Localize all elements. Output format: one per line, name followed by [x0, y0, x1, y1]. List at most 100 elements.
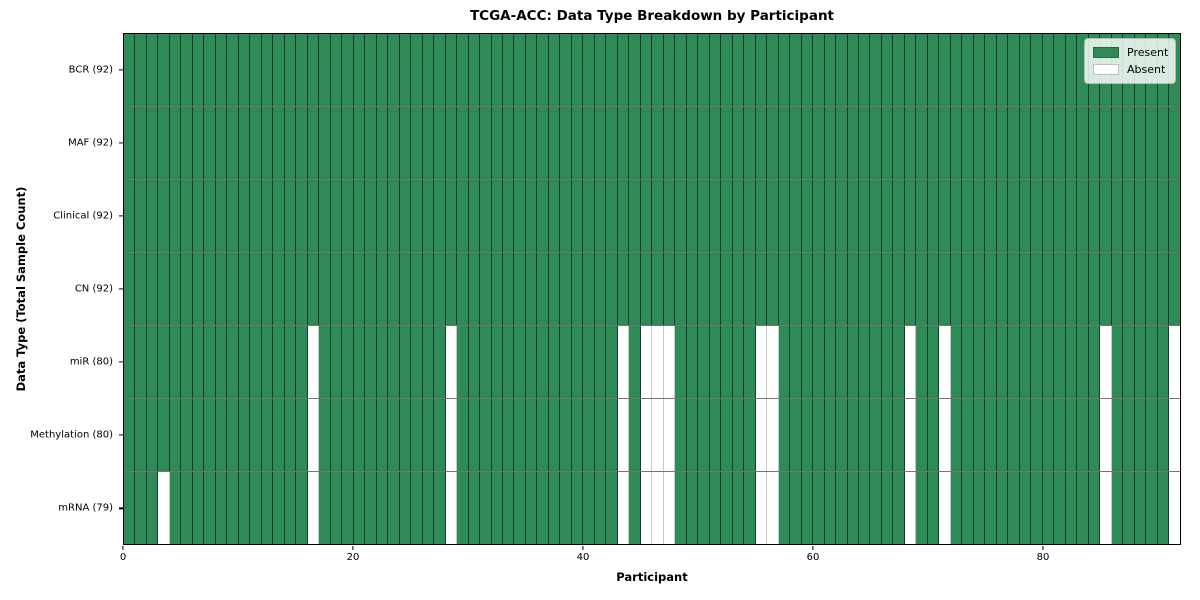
heatmap-cell: [629, 399, 641, 471]
heatmap-cell: [502, 253, 515, 325]
heatmap-cell: [548, 472, 561, 544]
heatmap-cell: [146, 253, 159, 325]
heatmap-cell: [480, 107, 492, 179]
heatmap-cell: [146, 180, 159, 252]
heatmap-cell: [376, 107, 389, 179]
heatmap-cell: [158, 399, 170, 471]
heatmap-cell: [158, 253, 170, 325]
heatmap-cell: [744, 34, 756, 106]
heatmap-cell: [606, 180, 618, 252]
heatmap-cell: [1111, 326, 1124, 398]
heatmap-cell: [1019, 472, 1032, 544]
heatmap-cell: [1008, 34, 1020, 106]
heatmap-cell: [916, 399, 928, 471]
heatmap-cell: [583, 107, 595, 179]
heatmap-cell: [778, 180, 791, 252]
heatmap-cell: [652, 326, 664, 398]
heatmap-cell: [1088, 107, 1101, 179]
legend-swatch-absent-icon: [1093, 64, 1119, 75]
heatmap-cell: [376, 399, 389, 471]
heatmap-cell: [1088, 180, 1101, 252]
heatmap-cell: [847, 472, 859, 544]
heatmap-cell: [192, 472, 205, 544]
heatmap-cell: [1065, 34, 1078, 106]
heatmap-cell: [548, 34, 561, 106]
heatmap-cell: [1065, 107, 1078, 179]
heatmap-cell: [652, 399, 664, 471]
heatmap-cell: [571, 472, 584, 544]
legend: Present Absent: [1084, 38, 1176, 84]
legend-item-present: Present: [1093, 44, 1169, 61]
heatmap-cell: [1054, 253, 1066, 325]
heatmap-cell: [1008, 399, 1020, 471]
heatmap-cell: [1008, 326, 1020, 398]
heatmap-cell: [1134, 326, 1147, 398]
heatmap-cell: [181, 326, 193, 398]
heatmap-cell: [1088, 472, 1101, 544]
heatmap-cell: [1065, 399, 1078, 471]
heatmap-cell: [721, 326, 733, 398]
heatmap-cell: [376, 326, 389, 398]
heatmap-cell: [514, 34, 526, 106]
heatmap-cell: [893, 253, 905, 325]
heatmap-cell: [617, 326, 630, 398]
heatmap-cell: [330, 107, 343, 179]
heatmap-cell: [686, 472, 699, 544]
heatmap-cell: [261, 326, 274, 398]
heatmap-cell: [836, 253, 848, 325]
heatmap-cell: [319, 107, 331, 179]
heatmap-cell: [192, 107, 205, 179]
y-tick-mark: [119, 288, 123, 290]
heatmap-cell: [1146, 253, 1158, 325]
heatmap-cell: [1157, 180, 1170, 252]
legend-label-present: Present: [1127, 46, 1169, 59]
heatmap-cell: [755, 107, 768, 179]
heatmap-cell: [640, 399, 653, 471]
heatmap-cell: [698, 180, 710, 252]
heatmap-cell: [422, 34, 435, 106]
heatmap-cell: [548, 326, 561, 398]
heatmap-cell: [146, 34, 159, 106]
x-tick-mark: [122, 546, 124, 550]
heatmap-cell: [950, 180, 963, 252]
heatmap-cell: [1157, 472, 1170, 544]
heatmap-cell: [250, 107, 262, 179]
heatmap-cell: [158, 326, 170, 398]
heatmap-cell: [1008, 472, 1020, 544]
heatmap-cell: [204, 34, 216, 106]
heatmap-cell: [927, 326, 940, 398]
y-tick-mark: [119, 142, 123, 144]
heatmap-cell: [721, 472, 733, 544]
heatmap-cell: [399, 326, 412, 398]
heatmap-cell: [1054, 326, 1066, 398]
heatmap-cell: [273, 472, 285, 544]
heatmap-cell: [790, 253, 802, 325]
heatmap-cell: [881, 326, 894, 398]
heatmap-cell: [238, 34, 251, 106]
heatmap-cell: [583, 326, 595, 398]
heatmap-cell: [1042, 180, 1055, 252]
heatmap-cell: [169, 180, 182, 252]
heatmap-cell: [847, 253, 859, 325]
heatmap-cell: [939, 253, 951, 325]
heatmap-cell: [502, 107, 515, 179]
heatmap-cell: [686, 34, 699, 106]
heatmap-cell: [215, 107, 228, 179]
heatmap-cell: [365, 107, 377, 179]
heatmap-cell: [973, 326, 986, 398]
heatmap-cell: [560, 326, 572, 398]
heatmap-cell: [744, 326, 756, 398]
heatmap-cell: [571, 399, 584, 471]
heatmap-cell: [422, 107, 435, 179]
heatmap-cell: [307, 326, 320, 398]
heatmap-cell: [606, 107, 618, 179]
heatmap-cell: [606, 326, 618, 398]
heatmap-cell: [767, 34, 779, 106]
heatmap-cell: [284, 34, 297, 106]
heatmap-cell: [250, 180, 262, 252]
heatmap-cell: [124, 34, 136, 106]
heatmap-cell: [836, 399, 848, 471]
y-tick-label: miR (80): [69, 356, 113, 368]
heatmap-cell: [1157, 326, 1170, 398]
heatmap-cell: [296, 399, 308, 471]
